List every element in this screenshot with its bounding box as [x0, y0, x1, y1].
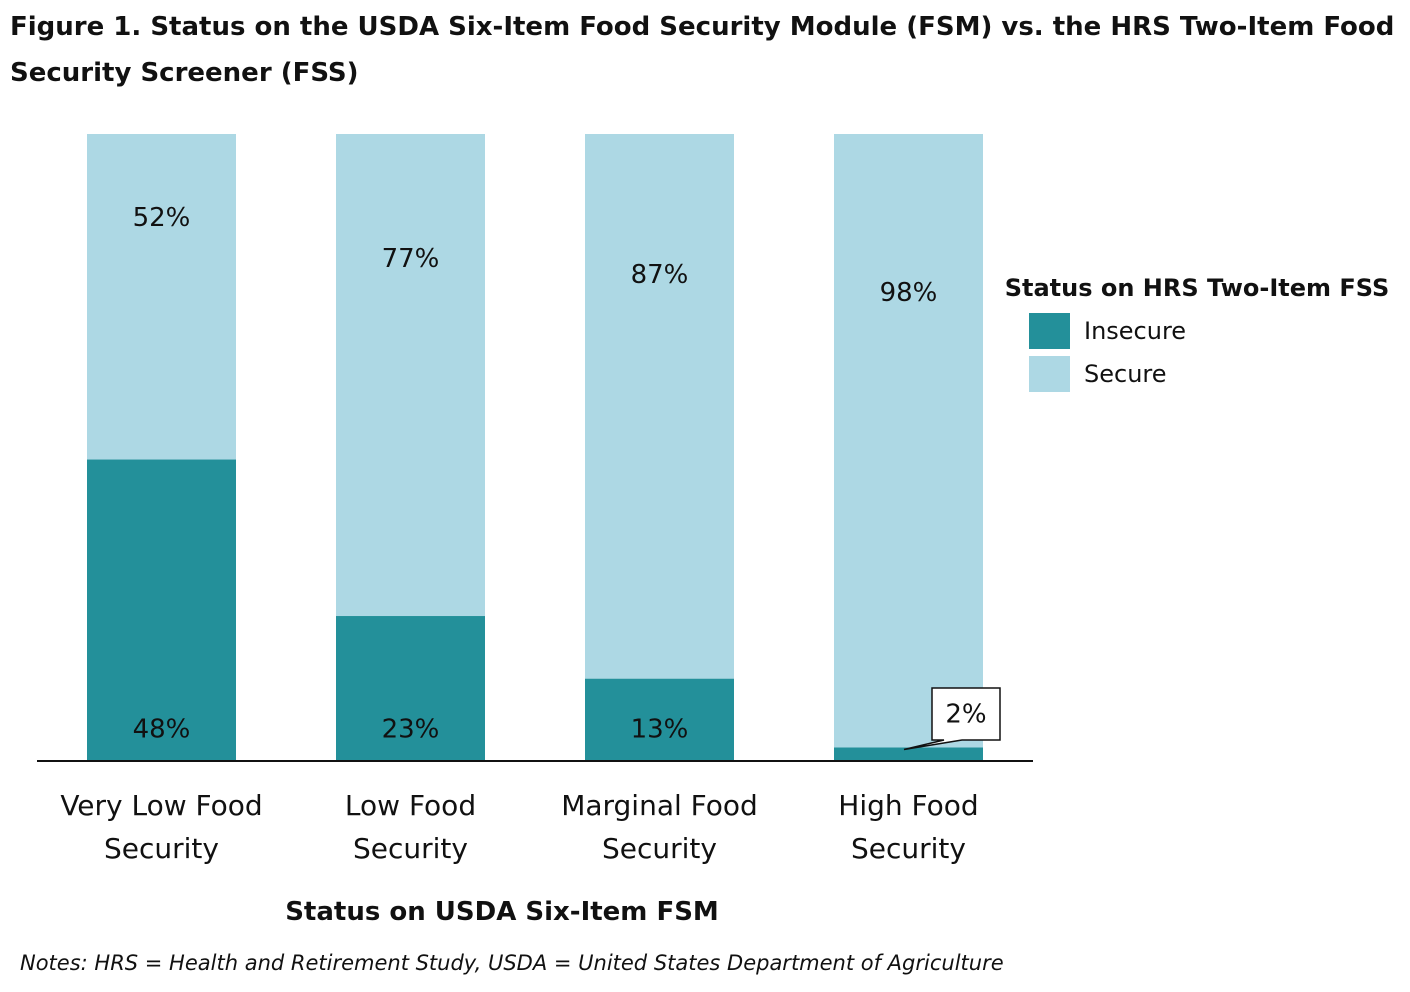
bar-secure-2	[336, 134, 485, 617]
figure-notes: Notes: HRS = Health and Retirement Study…	[20, 951, 1004, 975]
legend-title: Status on HRS Two-Item FSS	[1005, 274, 1390, 302]
data-label-secure-2: 77%	[382, 244, 440, 274]
data-label-insecure-1: 48%	[133, 715, 191, 745]
bar-secure-3	[585, 134, 734, 679]
bars-layer	[87, 134, 983, 760]
chart-title: Figure 1. Status on the USDA Six-Item Fo…	[10, 12, 1395, 88]
bar-insecure-2	[336, 616, 485, 760]
data-label-secure-4: 98%	[880, 278, 938, 308]
data-label-insecure-3: 13%	[631, 715, 689, 745]
x-tick-label-3: Marginal Food Security	[561, 789, 758, 865]
legend-label-secure: Secure	[1084, 360, 1167, 388]
data-labels-layer: 48% 52% 23% 77% 13% 87% 98% 2%	[133, 203, 1001, 751]
x-tick-labels: Very Low Food Security Low Food Security Mar…	[60, 789, 978, 865]
bar-insecure-1	[87, 459, 236, 760]
bar-secure-1	[87, 134, 236, 460]
data-label-secure-3: 87%	[631, 260, 689, 290]
x-tick-label-1: Very Low Food Security	[60, 789, 262, 865]
bar-secure-4	[834, 134, 983, 748]
data-label-insecure-2: 23%	[382, 715, 440, 745]
x-tick-label-4: High Food Security	[838, 789, 978, 865]
legend: Status on HRS Two-Item FSS Insecure Secure	[1005, 274, 1390, 392]
legend-label-insecure: Insecure	[1084, 317, 1186, 345]
bar-insecure-3	[585, 678, 734, 760]
bar-insecure-4	[834, 747, 983, 760]
data-label-secure-1: 52%	[133, 203, 191, 233]
x-axis-title: Status on USDA Six-Item FSM	[285, 897, 719, 927]
callout-box	[903, 687, 1001, 751]
callout-label: 2%	[945, 700, 986, 730]
legend-swatch-insecure	[1029, 313, 1070, 349]
x-tick-label-2: Low Food Security	[345, 789, 476, 865]
legend-swatch-secure	[1029, 356, 1070, 392]
